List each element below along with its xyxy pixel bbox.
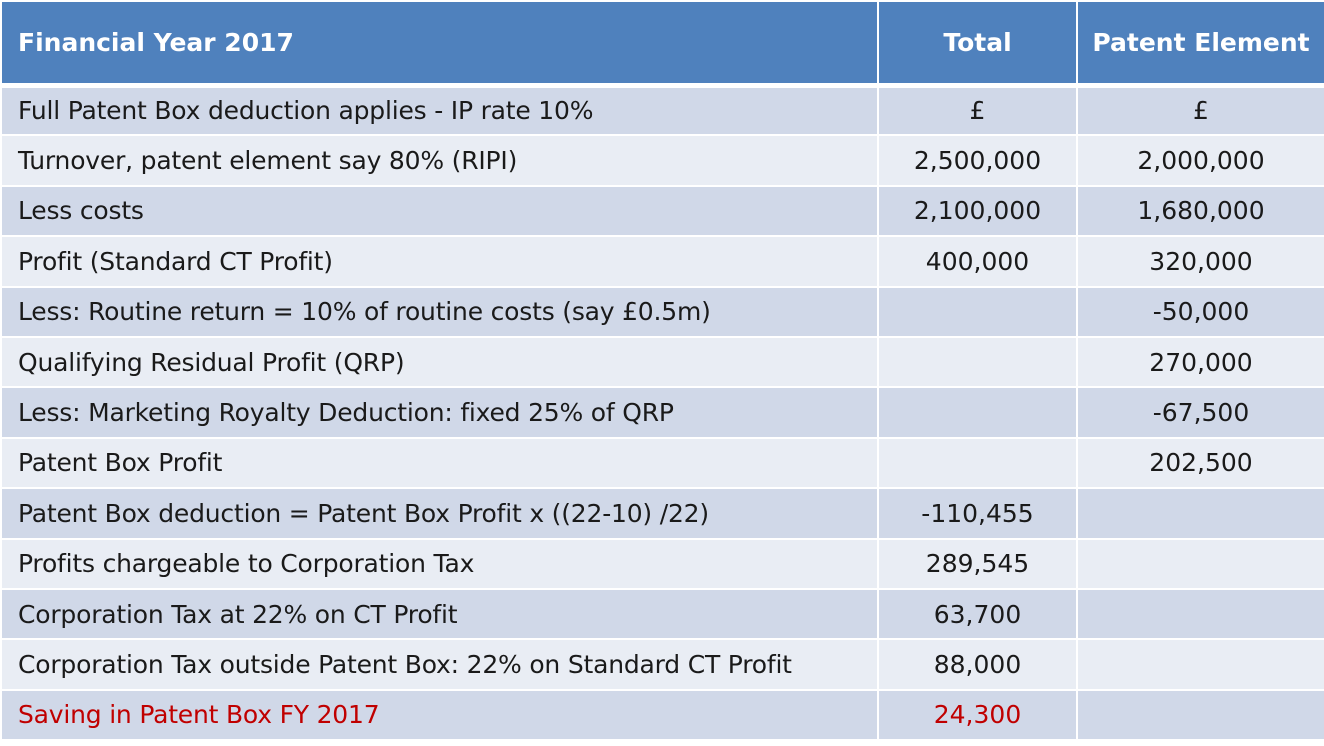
header-patent-element: Patent Element [1076, 0, 1324, 88]
row-label: Profit (Standard CT Profit) [0, 235, 879, 288]
table-row: Patent Box deduction = Patent Box Profit… [0, 487, 1324, 540]
row-label: Profits chargeable to Corporation Tax [0, 537, 879, 590]
row-patent-element [1076, 587, 1324, 641]
table-row: Profits chargeable to Corporation Tax 28… [0, 537, 1324, 590]
row-label: Corporation Tax outside Patent Box: 22% … [0, 638, 879, 691]
row-total: 88,000 [877, 638, 1078, 691]
row-total [877, 335, 1078, 389]
row-label: Corporation Tax at 22% on CT Profit [0, 587, 879, 641]
table-row: Less: Routine return = 10% of routine co… [0, 285, 1324, 338]
row-patent-element [1076, 487, 1324, 540]
table-row: Qualifying Residual Profit (QRP) 270,000 [0, 335, 1324, 389]
row-label: Qualifying Residual Profit (QRP) [0, 335, 879, 389]
row-total: 2,100,000 [877, 184, 1078, 238]
row-total: -110,455 [877, 487, 1078, 540]
header-total: Total [877, 0, 1078, 88]
table-row: Full Patent Box deduction applies - IP r… [0, 83, 1324, 137]
table-row: Corporation Tax at 22% on CT Profit 63,7… [0, 587, 1324, 641]
row-total: 24,300 [877, 688, 1078, 742]
row-patent-element: -67,500 [1076, 386, 1324, 439]
table-row: Patent Box Profit 202,500 [0, 436, 1324, 490]
row-label: Patent Box deduction = Patent Box Profit… [0, 487, 879, 540]
table-row: Corporation Tax outside Patent Box: 22% … [0, 638, 1324, 691]
row-patent-element: 202,500 [1076, 436, 1324, 490]
row-patent-element [1076, 638, 1324, 691]
row-total: 2,500,000 [877, 134, 1078, 187]
table-row: Less: Marketing Royalty Deduction: fixed… [0, 386, 1324, 439]
table-row: Profit (Standard CT Profit) 400,000 320,… [0, 235, 1324, 288]
row-total [877, 386, 1078, 439]
row-patent-element [1076, 537, 1324, 590]
row-total: £ [877, 83, 1078, 137]
header-financial-year: Financial Year 2017 [0, 0, 879, 88]
row-patent-element: 2,000,000 [1076, 134, 1324, 187]
row-label: Full Patent Box deduction applies - IP r… [0, 83, 879, 137]
row-patent-element: 320,000 [1076, 235, 1324, 288]
row-label: Less: Marketing Royalty Deduction: fixed… [0, 386, 879, 439]
row-total [877, 285, 1078, 338]
row-total [877, 436, 1078, 490]
row-label: Saving in Patent Box FY 2017 [0, 688, 879, 742]
row-patent-element: 1,680,000 [1076, 184, 1324, 238]
row-label: Turnover, patent element say 80% (RIPI) [0, 134, 879, 187]
row-patent-element: -50,000 [1076, 285, 1324, 338]
row-patent-element: £ [1076, 83, 1324, 137]
row-label: Less costs [0, 184, 879, 238]
row-patent-element [1076, 688, 1324, 742]
row-total: 400,000 [877, 235, 1078, 288]
row-total: 63,700 [877, 587, 1078, 641]
header-row: Financial Year 2017 Total Patent Element [0, 0, 1324, 88]
row-total: 289,545 [877, 537, 1078, 590]
row-label: Patent Box Profit [0, 436, 879, 490]
table-row-saving: Saving in Patent Box FY 2017 24,300 [0, 688, 1324, 742]
row-patent-element: 270,000 [1076, 335, 1324, 389]
table-row: Turnover, patent element say 80% (RIPI) … [0, 134, 1324, 187]
row-label: Less: Routine return = 10% of routine co… [0, 285, 879, 338]
table-row: Less costs 2,100,000 1,680,000 [0, 184, 1324, 238]
